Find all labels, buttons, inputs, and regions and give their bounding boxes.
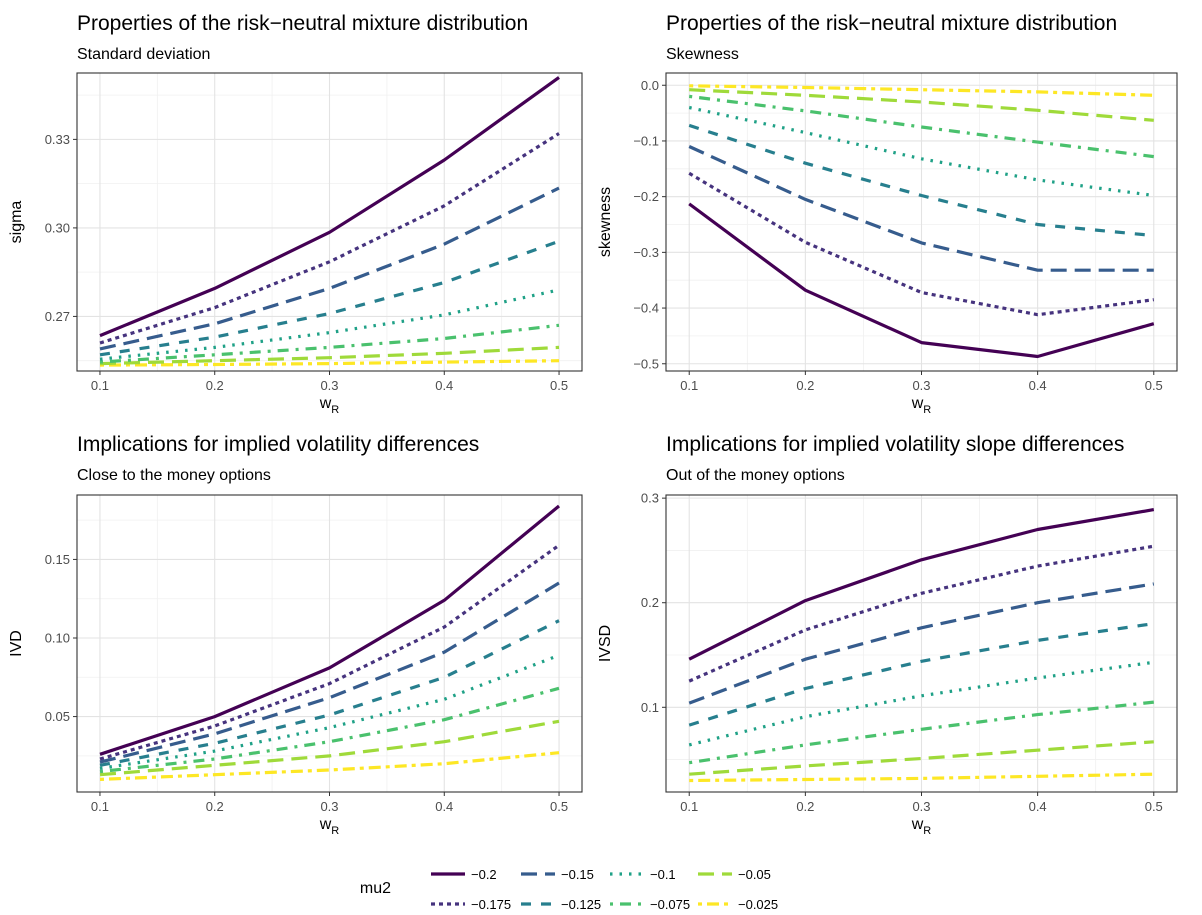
series-line <box>688 105 1155 198</box>
series-line <box>688 544 1155 683</box>
series-line <box>688 660 1155 747</box>
panel-title: Properties of the risk−neutral mixture d… <box>77 12 528 35</box>
panel-title: Implications for implied volatility slop… <box>666 433 1124 456</box>
legend: mu2 −0.2 −0.175 −0.15 −0.125 −0.1 −0.075 −0.05 −… <box>360 867 778 912</box>
series-line <box>99 581 560 764</box>
x-tick-label: 0.2 <box>206 799 224 814</box>
y-tick-label: 0.05 <box>45 709 70 724</box>
x-axis-label: wR <box>319 395 340 416</box>
x-tick-label: 0.1 <box>91 378 109 393</box>
x-tick-label: 0.2 <box>796 799 814 814</box>
legend-title: mu2 <box>360 880 391 897</box>
y-tick-label: −0.3 <box>633 245 659 260</box>
series-group <box>688 508 1155 783</box>
x-tick-label: 0.3 <box>320 799 338 814</box>
series-line <box>99 186 560 351</box>
panel-subtitle: Out of the money options <box>666 467 845 484</box>
series-line <box>689 740 1154 776</box>
y-axis-label: IVD <box>8 630 25 657</box>
legend-label: −0.1 <box>650 867 676 882</box>
y-tick-label: 0.2 <box>641 595 659 610</box>
series-line <box>99 653 560 770</box>
panel-4: Implications for implied volatility slop… <box>597 433 1178 837</box>
series-line <box>688 700 1154 765</box>
y-axis-label: sigma <box>8 201 25 244</box>
x-tick-label: 0.1 <box>91 799 109 814</box>
x-tick-label: 0.5 <box>550 799 568 814</box>
x-tick-label: 0.4 <box>435 799 453 814</box>
panel-subtitle: Close to the money options <box>77 467 271 484</box>
legend-label: −0.075 <box>650 897 690 912</box>
series-line <box>99 345 560 366</box>
series-line <box>688 582 1155 705</box>
y-axis-label: IVSD <box>597 625 614 662</box>
series-line <box>99 76 560 338</box>
x-axis-label: wR <box>911 395 932 416</box>
x-tick-label: 0.2 <box>796 378 814 393</box>
x-tick-label: 0.1 <box>680 378 698 393</box>
series-line <box>99 686 560 774</box>
y-tick-label: −0.4 <box>633 301 659 316</box>
y-tick-label: 0.3 <box>641 491 659 506</box>
legend-label: −0.175 <box>471 897 511 912</box>
legend-label: −0.2 <box>471 867 497 882</box>
series-line <box>689 88 1154 122</box>
series-group <box>99 504 561 781</box>
y-tick-label: 0.15 <box>45 552 70 567</box>
series-line <box>99 751 560 781</box>
legend-label: −0.125 <box>561 897 601 912</box>
x-tick-label: 0.2 <box>206 378 224 393</box>
legend-label: −0.05 <box>738 867 771 882</box>
y-tick-label: 0.27 <box>45 309 70 324</box>
panel-2: Properties of the risk−neutral mixture d… <box>597 12 1178 416</box>
x-tick-label: 0.5 <box>550 378 568 393</box>
series-line <box>99 719 560 777</box>
series-line <box>688 508 1155 661</box>
y-tick-label: 0.30 <box>45 220 70 235</box>
series-line <box>99 359 560 367</box>
y-axis-label: skewness <box>597 187 614 257</box>
panel-3: Implications for implied volatility diff… <box>8 433 583 837</box>
x-tick-label: 0.4 <box>1029 378 1047 393</box>
x-tick-label: 0.5 <box>1145 378 1163 393</box>
x-axis-label: wR <box>911 816 932 837</box>
x-tick-label: 0.5 <box>1145 799 1163 814</box>
series-line <box>99 543 560 761</box>
legend-label: −0.025 <box>738 897 778 912</box>
series-line <box>688 622 1155 727</box>
series-line <box>688 145 1154 272</box>
panel-subtitle: Standard deviation <box>77 46 210 63</box>
series-line <box>688 171 1155 317</box>
x-tick-label: 0.3 <box>320 378 338 393</box>
legend-label: −0.15 <box>561 867 594 882</box>
panel-1: Properties of the risk−neutral mixture d… <box>8 12 583 416</box>
series-line <box>688 123 1154 238</box>
x-tick-label: 0.3 <box>912 799 930 814</box>
y-tick-label: −0.1 <box>633 133 659 148</box>
series-line <box>99 323 560 364</box>
series-group <box>688 84 1155 359</box>
x-axis-label: wR <box>319 816 340 837</box>
y-tick-label: −0.5 <box>633 356 659 371</box>
series-group <box>99 76 560 367</box>
panel-title: Implications for implied volatility diff… <box>77 433 479 456</box>
series-line <box>689 94 1154 159</box>
panel-title: Properties of the risk−neutral mixture d… <box>666 12 1117 35</box>
series-line <box>99 132 560 345</box>
series-line <box>99 288 560 361</box>
y-tick-label: 0.1 <box>641 700 659 715</box>
x-tick-label: 0.1 <box>680 799 698 814</box>
y-tick-label: 0.10 <box>45 631 70 646</box>
x-tick-label: 0.3 <box>912 378 930 393</box>
y-tick-label: −0.2 <box>633 189 659 204</box>
y-tick-label: 0.33 <box>45 132 70 147</box>
panel-subtitle: Skewness <box>666 46 739 63</box>
series-line <box>688 202 1155 359</box>
y-tick-label: 0.0 <box>641 78 659 93</box>
x-tick-label: 0.4 <box>435 378 453 393</box>
series-line <box>99 504 561 756</box>
x-tick-label: 0.4 <box>1029 799 1047 814</box>
